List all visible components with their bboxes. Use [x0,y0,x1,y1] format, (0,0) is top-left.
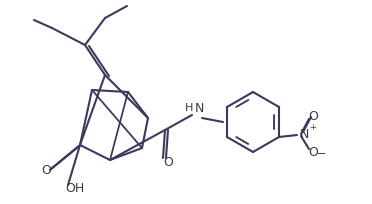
Text: H: H [185,103,193,113]
Text: O: O [308,145,318,159]
Text: O: O [41,164,51,177]
Text: O: O [163,155,173,169]
Text: OH: OH [65,182,84,194]
Text: N: N [194,102,204,114]
Text: +: + [310,123,317,132]
Text: −: − [317,149,327,159]
Text: O: O [308,110,318,122]
Text: N: N [299,128,309,141]
